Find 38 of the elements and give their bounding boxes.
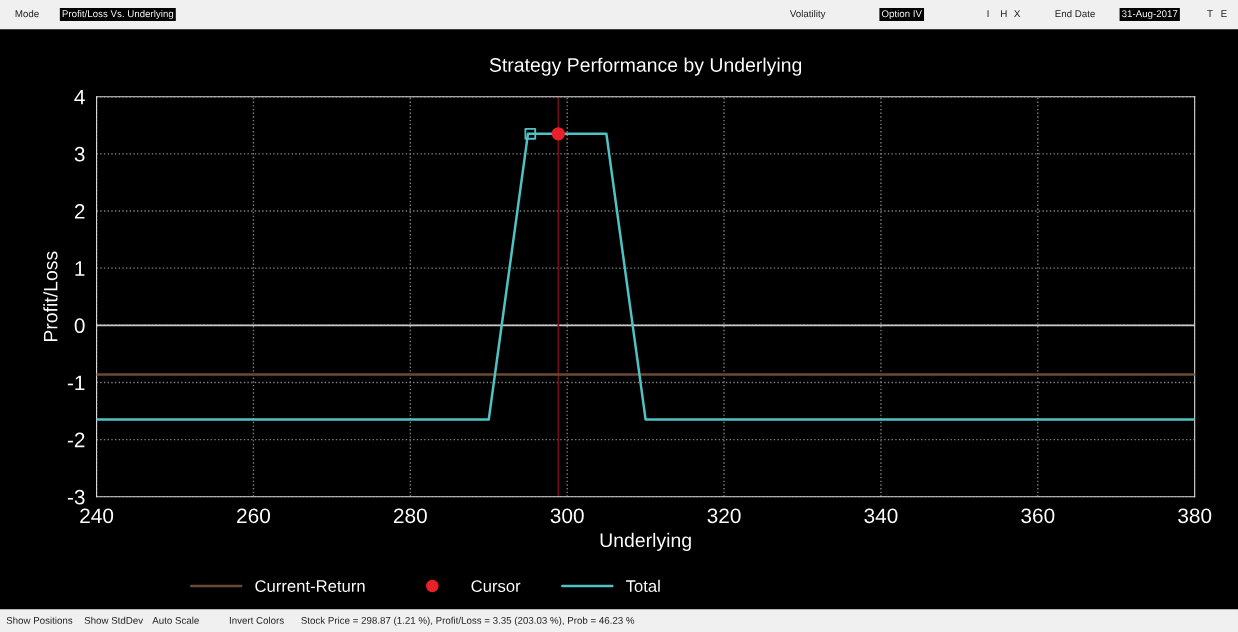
x-axis-title: Underlying	[600, 532, 691, 551]
y-axis-title: Profit/Loss	[43, 251, 58, 342]
x-tick-label: 380	[1178, 508, 1212, 524]
text: Option IV	[881, 10, 922, 20]
text: Mode	[15, 10, 39, 18]
text: Show StdDev	[84, 616, 144, 624]
x-tick-label: 340	[864, 508, 898, 524]
y-tick-label: 2	[74, 204, 85, 219]
legend-label: Total	[626, 579, 660, 592]
x-tick-label: 260	[237, 508, 270, 524]
text: Profit/Loss Vs. Underlying	[62, 10, 174, 20]
text: Auto Scale	[152, 616, 199, 624]
x-tick-label: 300	[550, 508, 584, 524]
y-tick-label: 0	[74, 318, 85, 334]
x-tick-label: 360	[1021, 508, 1055, 524]
text: Show Positions	[6, 616, 73, 624]
text: Invert Colors	[229, 616, 284, 624]
y-tick-label: 3	[74, 146, 85, 162]
text: X	[1014, 10, 1021, 18]
legend-label: Current-Return	[255, 580, 365, 592]
x-tick-label: 280	[393, 508, 427, 524]
text: Stock Price = 298.87 (1.21 %), Profit/Loss = 3.35 (203.03 %), Prob = 46.23 %	[301, 616, 635, 626]
y-tick-label: -1	[67, 375, 85, 390]
text: E	[1221, 10, 1227, 18]
chart-title: Strategy Performance by Underlying	[489, 57, 802, 76]
text: I	[987, 10, 989, 18]
text: Volatility	[789, 10, 826, 20]
text: End Date	[1055, 10, 1095, 18]
y-tick-label: -3	[67, 489, 85, 505]
x-tick-label: 240	[80, 508, 114, 524]
text: H	[1001, 10, 1007, 18]
text: T	[1207, 10, 1213, 18]
legend-label: Cursor	[471, 580, 521, 592]
text: 31-Aug-2017	[1122, 10, 1178, 20]
y-tick-label: 1	[75, 261, 85, 276]
y-tick-label: 4	[74, 89, 85, 105]
x-tick-label: 320	[707, 508, 741, 524]
y-tick-label: -2	[67, 432, 85, 448]
